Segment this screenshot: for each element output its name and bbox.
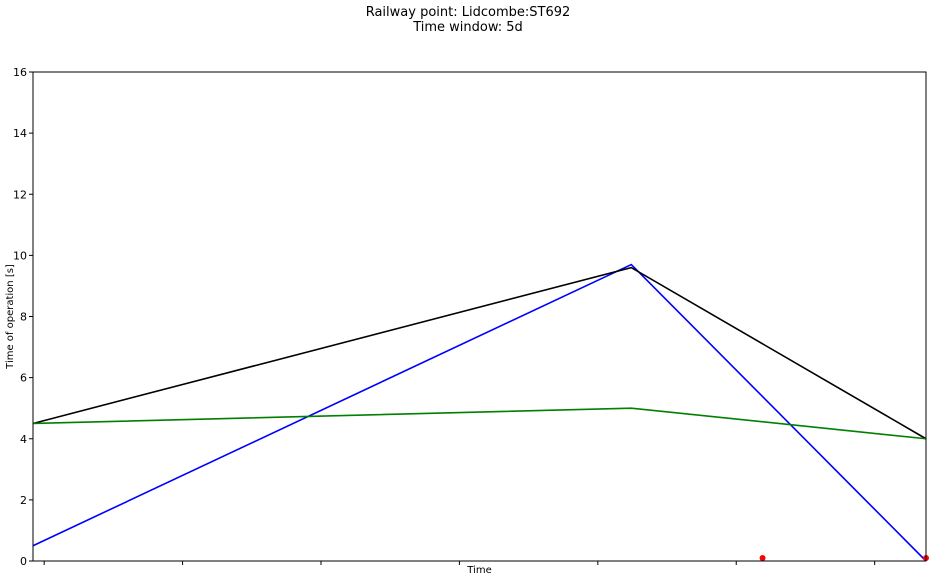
y-tick-label: 8 xyxy=(20,311,27,324)
plot-frame xyxy=(32,71,927,562)
scatter-point xyxy=(759,554,766,561)
y-tick-label: 14 xyxy=(13,127,27,140)
x-axis-label: Time xyxy=(466,565,491,576)
y-axis-label: Time of operation [s] xyxy=(5,264,16,370)
y-tick-label: 12 xyxy=(13,188,27,201)
series-line-2 xyxy=(32,407,927,440)
y-axis: 0 2 4 6 8 10 12 14 16 xyxy=(13,66,33,568)
series-line-0 xyxy=(32,263,927,562)
y-tick-label: 10 xyxy=(13,249,27,262)
y-tick-label: 6 xyxy=(20,372,27,385)
series-layer xyxy=(32,263,927,562)
chart-subtitle: Time window: 5d xyxy=(413,20,523,35)
chart-title-block: Railway point: Lidcombe:ST692 Time windo… xyxy=(0,5,936,35)
series-line-1 xyxy=(32,266,927,440)
chart-title: Railway point: Lidcombe:ST692 xyxy=(365,5,571,20)
y-tick-label: 0 xyxy=(20,555,27,568)
points-layer xyxy=(759,554,929,561)
y-tick-label: 2 xyxy=(20,494,27,507)
y-tick-label: 16 xyxy=(13,66,27,79)
x-axis xyxy=(43,561,876,565)
y-tick-label: 4 xyxy=(20,433,27,446)
